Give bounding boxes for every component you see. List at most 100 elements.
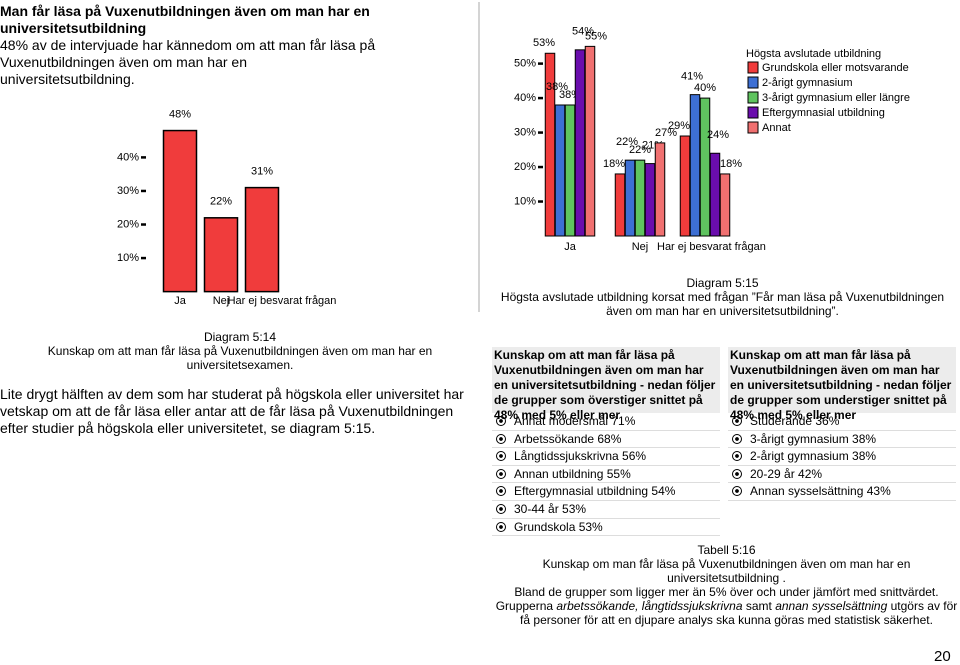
- bullet-icon: [496, 433, 506, 444]
- data-label: 27%: [655, 127, 677, 139]
- table-row: Annan sysselsättning 43%: [728, 483, 956, 501]
- bullet-icon: [496, 503, 506, 514]
- legend-swatch: [747, 61, 759, 74]
- table-header: Kunskap om att man får läsa på Vuxenutbi…: [728, 347, 956, 422]
- table-row: 30-44 år 53%: [492, 501, 720, 519]
- table-row: Eftergymnasial utbildning 54%: [492, 483, 720, 501]
- caption-number: Tabell 5:16: [697, 543, 756, 557]
- table-cell: 3-årigt gymnasium 38%: [750, 431, 877, 446]
- note-part: arbetssökande, långtidssjukskrivna: [556, 599, 743, 613]
- table-cell: Annan utbildning 55%: [514, 466, 631, 481]
- bar: [679, 135, 691, 237]
- table-row: 20-29 år 42%: [728, 466, 956, 484]
- table-row: Långtidssjukskrivna 56%: [492, 448, 720, 466]
- y-tick-label: 10%: [514, 195, 536, 207]
- data-label: 41%: [681, 71, 703, 83]
- caption-number: Diagram 5:15: [686, 276, 759, 290]
- caption-text: Kunskap om man får läsa på Vuxenutbildni…: [542, 557, 911, 585]
- bullet-icon: [496, 486, 506, 497]
- caption-text: Kunskap om att man får läsa på Vuxenutbi…: [47, 344, 433, 372]
- x-tick-label: Har ej besvarat frågan: [228, 295, 337, 307]
- legend-swatch: [747, 121, 759, 134]
- caption-number: Diagram 5:14: [203, 330, 277, 344]
- caption-text: Högsta avslutade utbildning korsat med f…: [500, 290, 945, 318]
- bar: [644, 163, 656, 237]
- data-label: 53%: [533, 37, 555, 49]
- bar: [244, 186, 280, 293]
- data-label: 22%: [629, 144, 651, 156]
- bullet-icon: [496, 468, 506, 479]
- legend-label: Eftergymnasial utbildning: [762, 107, 885, 119]
- intro: Man får läsa på Vuxenutbildningen även o…: [0, 3, 385, 88]
- bar: [564, 104, 576, 237]
- data-label: 24%: [707, 129, 729, 141]
- bar: [624, 159, 636, 237]
- bar: [719, 173, 731, 237]
- table-row: Arbetssökande 68%: [492, 431, 720, 449]
- bullet-icon: [496, 416, 506, 426]
- table-cell: 20-29 år 42%: [750, 466, 823, 481]
- bar: [699, 97, 711, 237]
- intro-text: 48% av de intervjuade har kännedom om at…: [0, 37, 376, 87]
- table-row: 2-årigt gymnasium 38%: [728, 448, 956, 466]
- bullet-icon: [732, 451, 742, 462]
- caption-2: Diagram 5:15 Högsta avslutade utbildning…: [490, 276, 955, 318]
- y-tick-label: 50%: [514, 58, 536, 70]
- table-row: Grundskola 53%: [492, 519, 720, 537]
- y-tick-label: 10%: [117, 252, 139, 264]
- table-cell: 30-44 år 53%: [514, 501, 587, 516]
- data-label: 18%: [720, 158, 742, 170]
- table-column: Kunskap om att man får läsa på Vuxenutbi…: [492, 347, 720, 537]
- note-part: samt: [742, 599, 776, 613]
- y-tick-label: 20%: [514, 161, 536, 173]
- note-part: utgörs av för få personer för att en dju…: [520, 599, 958, 627]
- table-cell: Långtidssjukskrivna 56%: [514, 449, 647, 464]
- table-row: 3-årigt gymnasium 38%: [728, 431, 956, 449]
- bar: [203, 217, 239, 293]
- x-tick-label: Ja: [564, 241, 577, 253]
- bar: [654, 142, 666, 237]
- table-cell: Arbetssökande 68%: [514, 431, 622, 446]
- table-cell: 2-årigt gymnasium 38%: [750, 449, 877, 464]
- legend-title: Högsta avslutade utbildning: [746, 48, 881, 60]
- data-label: 22%: [616, 136, 638, 148]
- legend-swatch: [747, 106, 759, 119]
- table-cell: Grundskola 53%: [514, 519, 603, 534]
- bullet-icon: [732, 486, 742, 497]
- page-number: 20: [934, 648, 951, 665]
- data-label: 18%: [603, 158, 625, 170]
- y-tick-label: 30%: [117, 185, 139, 197]
- caption-note: Bland de grupper som ligger mer än 5% öv…: [495, 585, 958, 627]
- y-tick-label: 20%: [117, 218, 139, 230]
- bullet-icon: [732, 433, 742, 444]
- data-label: 38%: [546, 81, 568, 93]
- y-tick-label: 30%: [514, 126, 536, 138]
- x-tick-label: Har ej besvarat frågan: [657, 241, 766, 253]
- table-cell: Annan sysselsättning 43%: [750, 484, 891, 499]
- legend-label: 3-årigt gymnasium eller längre: [762, 92, 910, 104]
- table-header: Kunskap om att man får läsa på Vuxenutbi…: [492, 347, 720, 422]
- legend-label: 2-årigt gymnasium: [762, 77, 852, 89]
- bar: [554, 104, 566, 237]
- table-column: Kunskap om att man får läsa på Vuxenutbi…: [728, 347, 956, 501]
- bar: [709, 152, 721, 237]
- data-label: 31%: [251, 166, 273, 178]
- bar: [162, 129, 198, 293]
- bullet-icon: [496, 451, 506, 462]
- table-row: Studerande 36%: [728, 413, 956, 431]
- bullet-icon: [496, 521, 506, 532]
- bar: [614, 173, 626, 237]
- legend-label: Grundskola eller motsvarande: [762, 62, 909, 74]
- bar: [584, 45, 596, 237]
- y-tick-label: 40%: [117, 151, 139, 163]
- table-row: Annan utbildning 55%: [492, 466, 720, 484]
- data-label: 40%: [694, 82, 716, 94]
- table-cell: Annat modersmål 71%: [514, 414, 636, 428]
- caption-1: Diagram 5:14 Kunskap om att man får läsa…: [0, 330, 480, 372]
- data-label: 29%: [668, 120, 690, 132]
- data-label: 55%: [585, 30, 607, 42]
- table-row: Annat modersmål 71%: [492, 413, 720, 431]
- x-tick-label: Nej: [213, 295, 230, 307]
- data-label: 54%: [572, 26, 594, 38]
